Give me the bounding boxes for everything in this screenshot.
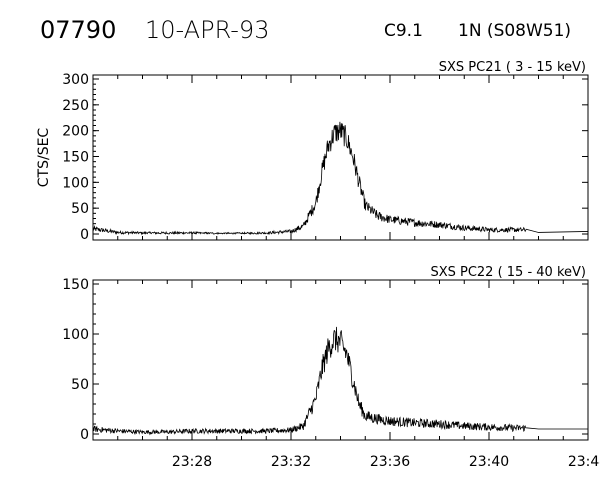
- y-tick-label-1: 0: [80, 227, 89, 243]
- flare-class: C9.1: [384, 21, 423, 41]
- y-tick-label-1: 250: [62, 98, 89, 114]
- y-tick-label-1: 300: [62, 72, 89, 88]
- panel-title-2: SXS PC22 ( 15 - 40 keV): [430, 265, 586, 280]
- y-tick-label-2: 100: [62, 327, 89, 343]
- y-tick-label-2: 150: [62, 277, 89, 293]
- x-tick-label: 23:36: [370, 454, 410, 470]
- event-id: 07790: [40, 16, 117, 44]
- y-tick-label-1: 200: [62, 124, 89, 140]
- series-line-1: [92, 121, 589, 236]
- y-tick-label-2: 0: [80, 427, 89, 443]
- panel-title-1: SXS PC21 ( 3 - 15 keV): [439, 60, 586, 75]
- flare-location: 1N (S08W51): [458, 21, 572, 41]
- x-tick-label: 23:32: [271, 454, 311, 470]
- y-tick-label-1: 150: [62, 150, 89, 166]
- plot-frame-2: [92, 279, 589, 441]
- x-tick-label: 23:44: [568, 454, 600, 470]
- y-tick-label-2: 50: [71, 377, 89, 393]
- plot-frame-1: [92, 74, 589, 241]
- y-axis-label: CTS/SEC: [36, 128, 52, 188]
- y-tick-label-1: 100: [62, 175, 89, 191]
- y-tick-label-1: 50: [71, 201, 89, 217]
- x-tick-label: 23:28: [172, 454, 212, 470]
- x-tick-label: 23:40: [469, 454, 509, 470]
- series-line-2: [92, 326, 588, 436]
- event-date: 10-APR-93: [145, 16, 270, 44]
